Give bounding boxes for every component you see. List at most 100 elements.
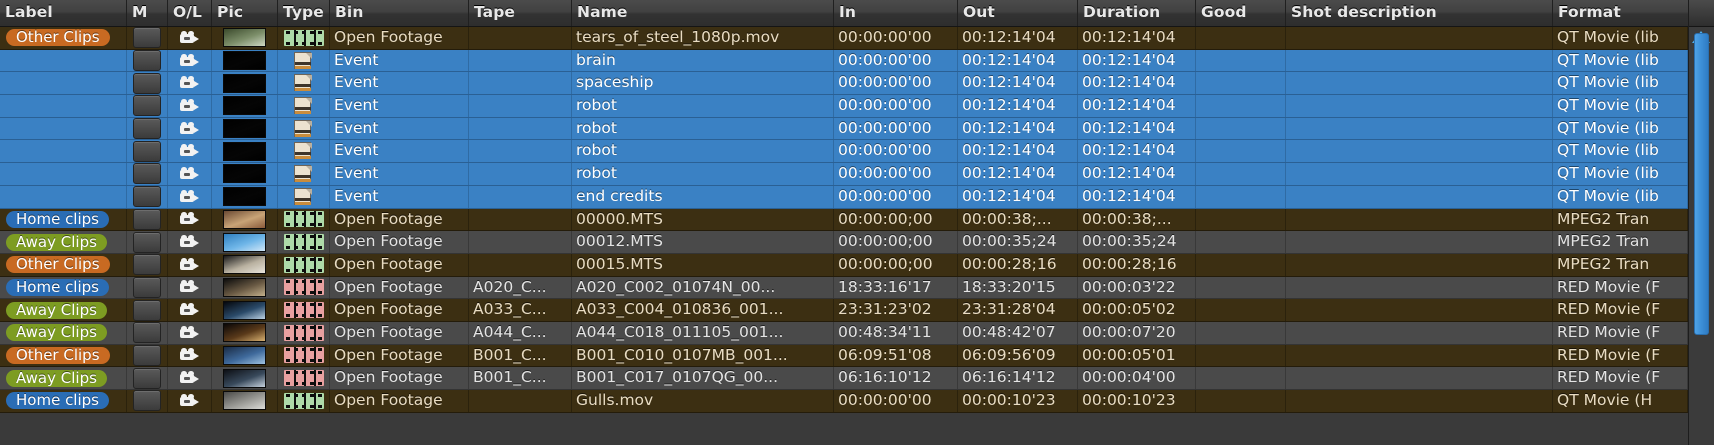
marker-cell[interactable] [127, 208, 168, 231]
marker-cell[interactable] [127, 344, 168, 367]
clip-table-body[interactable]: Other Clips Open Footage tears_of_steel_10… [0, 27, 1688, 445]
clip-thumbnail [223, 300, 266, 320]
marker-cell[interactable] [127, 367, 168, 389]
column-header-ol[interactable]: O/L [168, 0, 212, 26]
table-row[interactable]: Home clips Open Footage A020_C... A020_C002… [0, 276, 1688, 300]
column-header-bin[interactable]: Bin [330, 0, 469, 26]
out-cell: 00:00:35;24 [958, 231, 1078, 253]
column-header-in[interactable]: In [834, 0, 958, 26]
table-row[interactable]: Event robot 00:00:00'00 00:12:14'04 00:12:14… [0, 95, 1688, 118]
vertical-scrollbar[interactable] [1688, 0, 1714, 445]
marker-swatch-icon[interactable] [133, 95, 161, 117]
label-pill[interactable]: Away Clips [6, 324, 107, 342]
marker-cell[interactable] [127, 163, 168, 185]
marker-swatch-icon[interactable] [133, 254, 161, 276]
label-pill[interactable]: Home clips [6, 392, 109, 410]
table-row[interactable]: Away Clips Open Footage 00012.MTS 00:00:00;… [0, 231, 1688, 254]
in-cell: 00:00:00;00 [834, 253, 958, 276]
marker-cell[interactable] [127, 253, 168, 276]
table-row[interactable]: Home clips Open Footage Gulls.mov 00:00:00'… [0, 390, 1688, 413]
column-header-m[interactable]: M [127, 0, 168, 26]
marker-cell[interactable] [127, 95, 168, 117]
marker-swatch-icon[interactable] [133, 163, 161, 185]
format-cell: QT Movie (lib [1553, 27, 1688, 49]
in-cell: 00:48:34'11 [834, 321, 958, 344]
column-header-name[interactable]: Name [572, 0, 834, 26]
table-row[interactable]: Home clips Open Footage 00000.MTS 00:00:00;… [0, 208, 1688, 232]
table-row[interactable]: Away Clips Open Footage B001_C... B001_C017… [0, 367, 1688, 390]
column-header-out[interactable]: Out [958, 0, 1078, 26]
tape-cell [469, 140, 572, 163]
column-header-duration[interactable]: Duration [1078, 0, 1196, 26]
label-pill[interactable]: Other Clips [6, 346, 110, 364]
label-pill[interactable]: Away Clips [6, 301, 107, 319]
marker-swatch-icon[interactable] [133, 299, 161, 321]
label-pill[interactable]: Home clips [6, 278, 109, 296]
duration-cell: 00:12:14'04 [1078, 185, 1196, 208]
table-row[interactable]: Away Clips Open Footage A044_C... A044_C018… [0, 321, 1688, 345]
marker-swatch-icon[interactable] [133, 208, 161, 230]
duration-cell: 00:00:38;... [1078, 208, 1196, 231]
label-pill[interactable]: Home clips [6, 210, 109, 228]
out-cell: 00:12:14'04 [958, 117, 1078, 140]
shotdesc-cell [1286, 49, 1553, 72]
marker-cell[interactable] [127, 185, 168, 208]
column-header-good[interactable]: Good [1196, 0, 1286, 26]
table-row[interactable]: Event robot 00:00:00'00 00:12:14'04 00:12:14… [0, 117, 1688, 141]
shotdesc-cell [1286, 299, 1553, 321]
clip-thumbnail [223, 164, 266, 184]
column-header-pic[interactable]: Pic [212, 0, 278, 26]
column-header-label[interactable]: Label [0, 0, 127, 26]
marker-cell[interactable] [127, 117, 168, 140]
marker-cell[interactable] [127, 276, 168, 299]
column-header-tape[interactable]: Tape [469, 0, 572, 26]
good-cell [1196, 367, 1286, 389]
table-row[interactable]: Other Clips Open Footage 00015.MTS 00:00:00… [0, 253, 1688, 277]
table-row[interactable]: Event brain 00:00:00'00 00:12:14'04 00:12:14… [0, 49, 1688, 73]
column-header-shotdesc[interactable]: Shot description [1286, 0, 1553, 26]
table-row[interactable]: Event robot 00:00:00'00 00:12:14'04 00:12:14… [0, 140, 1688, 164]
marker-swatch-icon[interactable] [133, 344, 161, 366]
marker-swatch-icon[interactable] [133, 140, 161, 162]
label-pill[interactable]: Away Clips [6, 233, 107, 251]
type-icon-cell [278, 299, 330, 321]
tape-cell [469, 27, 572, 49]
column-header-type[interactable]: Type [278, 0, 330, 26]
scrollbar-top-cap [1689, 0, 1714, 27]
name-cell: B001_C017_0107QG_00... [572, 367, 834, 389]
scrollbar-thumb[interactable] [1694, 33, 1709, 335]
event-document-icon [294, 142, 313, 160]
label-pill[interactable]: Away Clips [6, 369, 107, 387]
marker-cell[interactable] [127, 49, 168, 72]
camera-icon [179, 98, 200, 113]
marker-cell[interactable] [127, 27, 168, 49]
table-row[interactable]: Other Clips Open Footage tears_of_steel_10… [0, 27, 1688, 50]
marker-cell[interactable] [127, 140, 168, 163]
bin-cell: Event [330, 185, 469, 208]
duration-cell: 00:12:14'04 [1078, 140, 1196, 163]
marker-swatch-icon[interactable] [133, 72, 161, 94]
marker-cell[interactable] [127, 321, 168, 344]
marker-cell[interactable] [127, 72, 168, 95]
marker-swatch-icon[interactable] [133, 231, 161, 253]
marker-cell[interactable] [127, 231, 168, 253]
marker-cell[interactable] [127, 299, 168, 321]
marker-swatch-icon[interactable] [133, 186, 161, 208]
table-row[interactable]: Event end credits 00:00:00'00 00:12:14'04 00… [0, 185, 1688, 209]
shotdesc-cell [1286, 27, 1553, 49]
label-pill[interactable]: Other Clips [6, 256, 110, 274]
table-row[interactable]: Away Clips Open Footage A033_C... A033_C004… [0, 299, 1688, 322]
marker-swatch-icon[interactable] [133, 276, 161, 298]
marker-swatch-icon[interactable] [133, 390, 161, 412]
marker-swatch-icon[interactable] [133, 50, 161, 72]
table-row[interactable]: Other Clips Open Footage B001_C... B001_C01… [0, 344, 1688, 368]
marker-swatch-icon[interactable] [133, 118, 161, 140]
table-row[interactable]: Event spaceship 00:00:00'00 00:12:14'04 00:1… [0, 72, 1688, 96]
column-header-format[interactable]: Format [1558, 3, 1621, 21]
marker-swatch-icon[interactable] [133, 367, 161, 389]
marker-cell[interactable] [127, 390, 168, 412]
marker-swatch-icon[interactable] [133, 27, 161, 49]
marker-swatch-icon[interactable] [133, 322, 161, 344]
table-row[interactable]: Event robot 00:00:00'00 00:12:14'04 00:12:14… [0, 163, 1688, 186]
label-pill[interactable]: Other Clips [6, 29, 110, 47]
